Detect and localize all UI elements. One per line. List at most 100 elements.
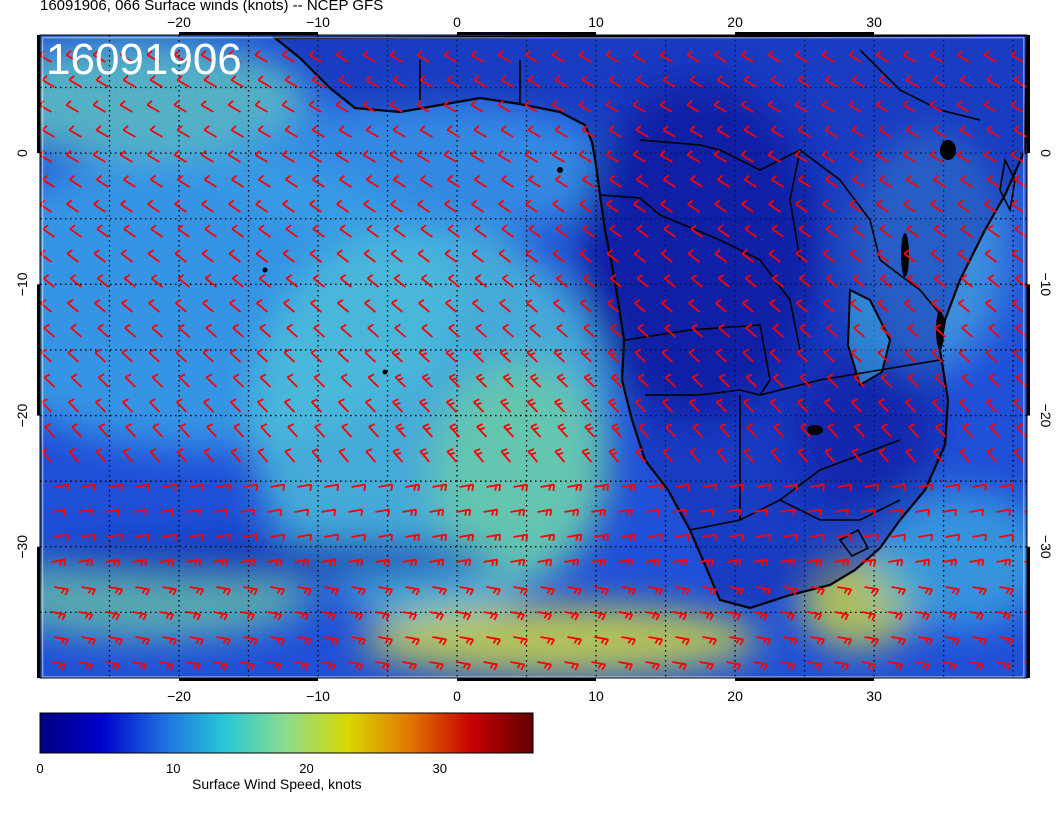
wind-barb <box>969 558 985 566</box>
wind-barb <box>852 224 865 238</box>
wind-barb <box>150 174 163 188</box>
wind-barb <box>726 558 742 566</box>
wind-barb <box>135 636 151 646</box>
wind-barb <box>527 398 539 413</box>
wind-barb <box>472 298 485 313</box>
wind-barb <box>836 687 851 695</box>
wind-barb <box>539 687 554 695</box>
axis-tick-labels: −20 −20 −10 −10 0 0 10 10 20 20 30 30 0 0 −10 −10 −20 −20… <box>14 14 1054 704</box>
wind-barb <box>420 224 433 238</box>
wind-barb <box>123 174 136 188</box>
wind-barb <box>1010 100 1024 113</box>
wind-barb <box>837 533 853 541</box>
wind-barb <box>174 249 187 263</box>
wind-barb <box>510 661 526 671</box>
wind-barb <box>429 558 445 566</box>
wind-barb <box>984 249 997 263</box>
wind-barb <box>162 586 178 596</box>
right-tick-bar <box>1027 546 1030 678</box>
wind-barb <box>391 348 404 363</box>
wind-barb <box>878 75 892 88</box>
wind-barb <box>726 508 742 516</box>
wind-barb <box>610 373 623 388</box>
frame-tick-bars <box>37 32 1030 681</box>
wind-barb <box>65 150 79 163</box>
wind-barb <box>878 125 892 138</box>
wind-barb <box>996 661 1012 671</box>
wind-barb <box>605 150 619 163</box>
wind-barb <box>618 558 634 566</box>
wind-barb <box>826 373 839 388</box>
wind-barb <box>823 348 836 363</box>
wind-barb <box>338 75 352 88</box>
wind-barb <box>1023 611 1027 616</box>
wind-barb <box>875 100 889 113</box>
wind-barb <box>528 174 541 188</box>
wind-barb <box>311 448 323 463</box>
wind-barb <box>659 50 673 63</box>
wind-barb <box>107 687 122 695</box>
wind-barb <box>621 586 637 596</box>
wind-barb <box>745 373 758 388</box>
wind-barb <box>281 150 295 163</box>
wind-barb <box>497 150 511 163</box>
wind-barb <box>69 174 82 188</box>
wind-barb <box>663 174 676 188</box>
wind-barb <box>213 508 229 516</box>
wind-barb <box>524 100 538 113</box>
bottom-tick-bar <box>179 678 319 681</box>
wind-barb <box>929 50 943 63</box>
wind-barb <box>285 224 298 238</box>
wind-barb <box>880 373 893 388</box>
wind-barb <box>311 125 325 138</box>
wind-barb <box>999 533 1015 541</box>
wind-barb <box>578 100 592 113</box>
wind-barb <box>150 224 163 238</box>
wind-barb <box>1013 125 1027 138</box>
wind-barb <box>672 508 688 516</box>
wind-barb <box>281 50 295 63</box>
wind-barb <box>202 298 215 313</box>
wind-barb <box>772 323 785 338</box>
wind-barb <box>341 423 353 438</box>
wind-barb <box>338 125 352 138</box>
wind-barb <box>105 661 121 671</box>
wind-barb <box>1014 274 1027 288</box>
wind-barb <box>581 398 593 413</box>
wind-barb <box>95 125 109 138</box>
wind-barb <box>537 611 553 621</box>
wind-barb <box>902 50 916 63</box>
wind-barb <box>969 611 985 621</box>
wind-barb <box>456 558 472 566</box>
wind-barb <box>702 483 718 491</box>
country-borders <box>419 49 981 558</box>
wind-barb <box>78 508 94 516</box>
wind-barb <box>821 100 835 113</box>
wind-barb <box>716 75 730 88</box>
wind-barb <box>135 483 151 491</box>
wind-barb <box>432 636 448 646</box>
wind-barb <box>891 586 907 596</box>
wind-barb <box>81 533 97 541</box>
wind-barb <box>257 125 271 138</box>
wind-barb <box>448 323 461 338</box>
wind-barb <box>608 448 620 463</box>
wind-barb <box>878 448 890 463</box>
wind-barb <box>972 586 988 596</box>
wind-barb <box>584 423 596 438</box>
lon-tick-label-bottom: 30 <box>866 688 882 704</box>
wind-barb <box>987 174 1000 188</box>
wind-barb <box>822 199 835 213</box>
wind-barb <box>68 125 82 138</box>
wind-barb <box>67 348 80 363</box>
wind-barb <box>123 224 136 238</box>
wind-barb <box>768 249 781 263</box>
wind-barb <box>483 661 499 671</box>
wind-barb <box>510 611 526 621</box>
wind-barb <box>367 373 380 388</box>
wind-barb <box>267 508 283 516</box>
wind-barb <box>959 448 971 463</box>
wind-barb <box>743 398 755 413</box>
wind-barb <box>686 100 700 113</box>
wind-barb <box>848 150 862 163</box>
